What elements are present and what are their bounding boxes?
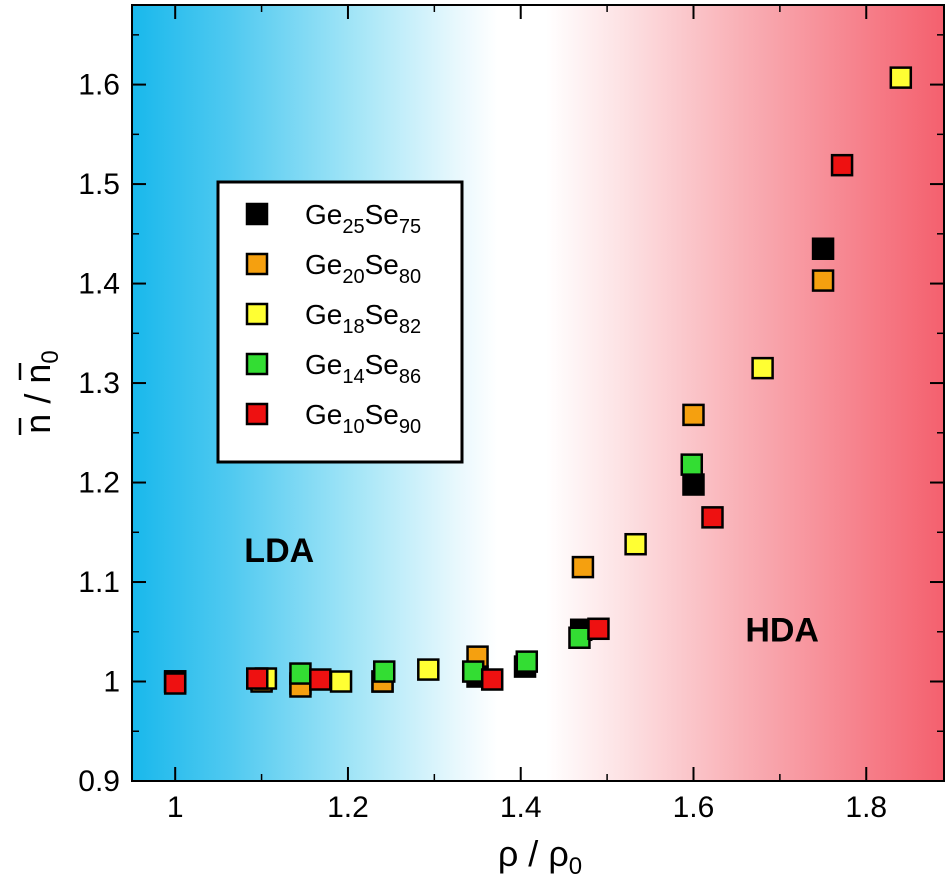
marker-series-0 <box>811 237 835 260</box>
marker-series-3 <box>515 650 539 673</box>
x-tick-label: 1.8 <box>845 791 887 824</box>
x-axis-label-main: ρ / ρ <box>498 833 569 874</box>
legend: Ge25Se75 Ge20Se80 Ge18Se82 Ge14Se86 Ge10Se90 <box>216 180 464 464</box>
marker-series-4 <box>163 672 187 695</box>
marker-series-2 <box>329 670 353 693</box>
y-tick-label: 1.1 <box>78 566 120 599</box>
marker-series-3 <box>568 626 591 649</box>
x-axis-label: ρ / ρ0 <box>498 833 582 880</box>
legend-swatch <box>245 402 269 426</box>
legend-swatch <box>245 352 269 376</box>
region-labels: LDA HDA <box>244 532 819 650</box>
y-tick-label: 1.5 <box>78 168 120 201</box>
y-tick-label: 0.9 <box>78 765 120 798</box>
marker-series-2 <box>417 658 440 681</box>
y-tick-label: 1.4 <box>78 268 120 301</box>
plot-frame <box>131 4 945 782</box>
data-markers <box>163 66 913 698</box>
marker-series-2 <box>751 356 774 380</box>
legend-entry-label: Ge20Se80 <box>305 249 421 288</box>
region-label-lda: LDA <box>244 532 314 570</box>
legend-entry-label: Ge18Se82 <box>305 299 421 338</box>
y-axis-label-main: n / n <box>17 364 58 434</box>
marker-series-4 <box>246 667 269 690</box>
svg-text:n / n0: n / n0 <box>17 350 64 433</box>
legend-entry-label: Ge10Se90 <box>305 399 421 438</box>
x-tick-label: 1.4 <box>500 791 542 824</box>
marker-series-3 <box>461 660 485 683</box>
marker-series-1 <box>811 269 835 292</box>
marker-series-2 <box>889 66 913 89</box>
marker-series-3 <box>680 453 704 476</box>
region-label-hda: HDA <box>745 612 819 650</box>
legend-swatch <box>245 202 269 226</box>
marker-series-4 <box>701 506 724 529</box>
marker-series-4 <box>587 617 610 641</box>
marker-series-1 <box>682 403 705 427</box>
marker-series-3 <box>289 662 312 685</box>
legend-entry-label: Ge25Se75 <box>305 199 421 238</box>
legend-swatch <box>245 302 269 326</box>
y-axis-label-sub: 0 <box>37 350 64 363</box>
legend-entry-label: Ge14Se86 <box>305 349 421 388</box>
y-tick-label: 1.2 <box>78 467 120 500</box>
y-axis-label: n / n0 <box>17 350 64 435</box>
marker-series-2 <box>624 532 647 556</box>
y-tick-label: 1.6 <box>78 69 120 102</box>
marker-series-1 <box>571 555 595 579</box>
legend-swatch <box>245 252 269 276</box>
marker-series-4 <box>480 668 504 691</box>
svg-text:ρ / ρ0: ρ / ρ0 <box>498 833 582 880</box>
x-axis-label-sub: 0 <box>569 853 582 880</box>
axis-ticks: 1 1.2 1.4 1.6 1.8 0.9 1 1.1 1.2 1.3 1.4 1.5 1.6 <box>78 5 944 824</box>
y-tick-label: 1.3 <box>78 367 120 400</box>
marker-series-4 <box>830 153 854 177</box>
x-tick-label: 1.6 <box>673 791 715 824</box>
marker-series-3 <box>372 660 396 683</box>
marker-series-0 <box>682 473 705 496</box>
x-tick-label: 1 <box>167 791 184 824</box>
marker-series-4 <box>309 668 332 691</box>
x-tick-label: 1.2 <box>327 791 369 824</box>
y-tick-label: 1 <box>103 666 120 699</box>
